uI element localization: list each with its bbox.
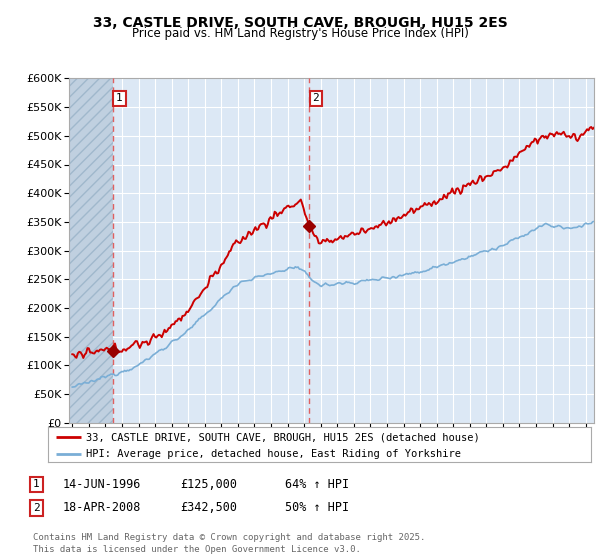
- Text: £125,000: £125,000: [180, 478, 237, 491]
- Text: HPI: Average price, detached house, East Riding of Yorkshire: HPI: Average price, detached house, East…: [86, 449, 461, 459]
- Text: 18-APR-2008: 18-APR-2008: [63, 501, 142, 515]
- Text: 2: 2: [313, 94, 319, 104]
- Text: 33, CASTLE DRIVE, SOUTH CAVE, BROUGH, HU15 2ES: 33, CASTLE DRIVE, SOUTH CAVE, BROUGH, HU…: [92, 16, 508, 30]
- Text: 64% ↑ HPI: 64% ↑ HPI: [285, 478, 349, 491]
- Text: 2: 2: [33, 503, 40, 513]
- Text: 1: 1: [33, 479, 40, 489]
- Text: 1: 1: [116, 94, 123, 104]
- Text: Price paid vs. HM Land Registry's House Price Index (HPI): Price paid vs. HM Land Registry's House …: [131, 27, 469, 40]
- Text: £342,500: £342,500: [180, 501, 237, 515]
- Text: 14-JUN-1996: 14-JUN-1996: [63, 478, 142, 491]
- Text: 33, CASTLE DRIVE, SOUTH CAVE, BROUGH, HU15 2ES (detached house): 33, CASTLE DRIVE, SOUTH CAVE, BROUGH, HU…: [86, 432, 480, 442]
- Bar: [69, 78, 113, 423]
- Text: 50% ↑ HPI: 50% ↑ HPI: [285, 501, 349, 515]
- Text: Contains HM Land Registry data © Crown copyright and database right 2025.
This d: Contains HM Land Registry data © Crown c…: [33, 533, 425, 554]
